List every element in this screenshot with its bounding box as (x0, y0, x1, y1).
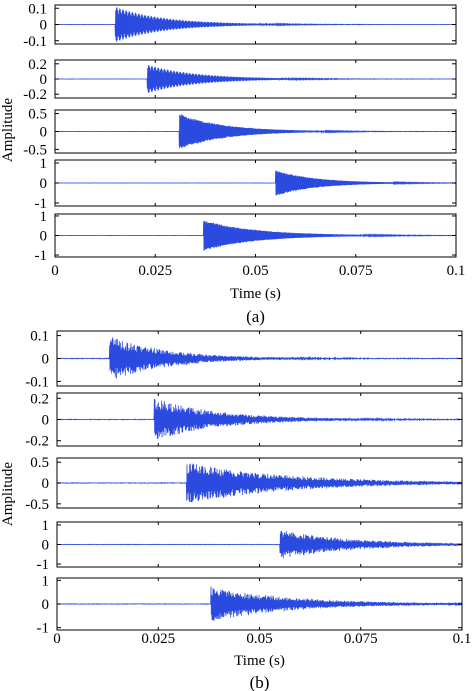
x-tick-label: 0.1 (453, 631, 472, 647)
y-tick-label: 0 (40, 125, 48, 141)
subplot-1: 0.10-0.1 (23, 1, 457, 50)
y-tick-label: 0 (42, 597, 50, 613)
x-axis-label: Time (s) (234, 653, 285, 669)
y-tick-label: -0.2 (23, 87, 47, 103)
panel-a: 0.10-0.10.20-0.20.50-0.510-110-10 0.025 0.… (0, 1, 465, 326)
y-tick-label: 0 (40, 72, 48, 88)
x-tick-label: 0.025 (141, 631, 175, 647)
y-tick-label: 1 (42, 573, 50, 589)
y-tick-label: 1 (40, 156, 48, 172)
y-tick-label: -1 (35, 196, 48, 212)
subplot-4: 1 0 -1 (35, 156, 457, 212)
x-axis-label: Time (s) (230, 286, 281, 302)
y-tick-label: -0.1 (25, 374, 49, 390)
y-tick-label: -0.5 (25, 497, 49, 513)
y-tick-label: 1 (42, 518, 50, 534)
y-tick-label: 0.1 (30, 329, 49, 345)
y-axis-label: Amplitude (0, 462, 16, 527)
x-tick-label: 0.075 (339, 263, 373, 279)
panel-b: 0.10-0.10.20-0.20.50-0.510-110-10 0.025 0.… (0, 329, 471, 691)
waveform-series (54, 65, 457, 93)
y-tick-label: 0.2 (28, 57, 47, 73)
x-tick-label: 0.05 (246, 631, 272, 647)
x-tick-label: 0.025 (138, 263, 172, 279)
panel-caption: (a) (246, 307, 265, 326)
subplot-3: 0.5 0 -0.5 (25, 455, 463, 513)
x-tick-label: 0 (51, 263, 59, 279)
panel-caption: (b) (250, 673, 270, 691)
subplot-3: 0.5 0-0.5 (23, 107, 457, 158)
y-axis-label: Amplitude (0, 98, 16, 163)
waveform-series (56, 463, 463, 503)
y-tick-label: 0.1 (28, 1, 47, 17)
y-tick-label: 1 (40, 209, 48, 225)
y-tick-label: 0 (42, 413, 50, 429)
y-tick-label: 0 (42, 352, 50, 368)
y-tick-label: 0 (42, 538, 50, 554)
waveform-series (56, 337, 463, 379)
waveform-series (56, 398, 463, 440)
waveform-series (54, 220, 457, 251)
y-tick-label: -0.2 (25, 434, 49, 450)
y-tick-label: 0 (40, 229, 48, 245)
subplot-1: 0.1 0 -0.1 (25, 329, 463, 390)
y-tick-label: 0 (40, 18, 48, 34)
y-tick-label: -0.1 (23, 34, 47, 50)
waveform-series (54, 7, 457, 42)
y-tick-label: 0 (42, 476, 50, 492)
waveform-series (56, 586, 463, 621)
y-tick-label: -1 (37, 557, 50, 573)
subplot-5: 1 0 -1 (37, 573, 463, 637)
subplot-5: 1 0 -1 (35, 209, 457, 264)
y-tick-label: 0.5 (30, 455, 49, 471)
x-tick-label: 0.05 (242, 263, 268, 279)
x-tick-label: 0.1 (447, 263, 466, 279)
y-tick-label: 0.5 (28, 107, 47, 123)
x-tick-label: 0 (53, 631, 61, 647)
y-tick-label: 0.2 (30, 391, 49, 407)
waveform-series (54, 114, 457, 149)
y-tick-label: 0 (40, 176, 48, 192)
subplot-2: 0.2 0 -0.2 (25, 391, 463, 450)
waveform-series (56, 530, 463, 559)
waveform-series (54, 170, 457, 196)
subplot-2: 0.20-0.2 (23, 57, 457, 103)
y-tick-label: -1 (35, 248, 48, 264)
y-tick-label: -0.5 (23, 142, 47, 158)
y-tick-label: -1 (37, 621, 50, 637)
x-tick-label: 0.075 (344, 631, 378, 647)
subplot-4: 1 0 -1 (37, 518, 463, 573)
